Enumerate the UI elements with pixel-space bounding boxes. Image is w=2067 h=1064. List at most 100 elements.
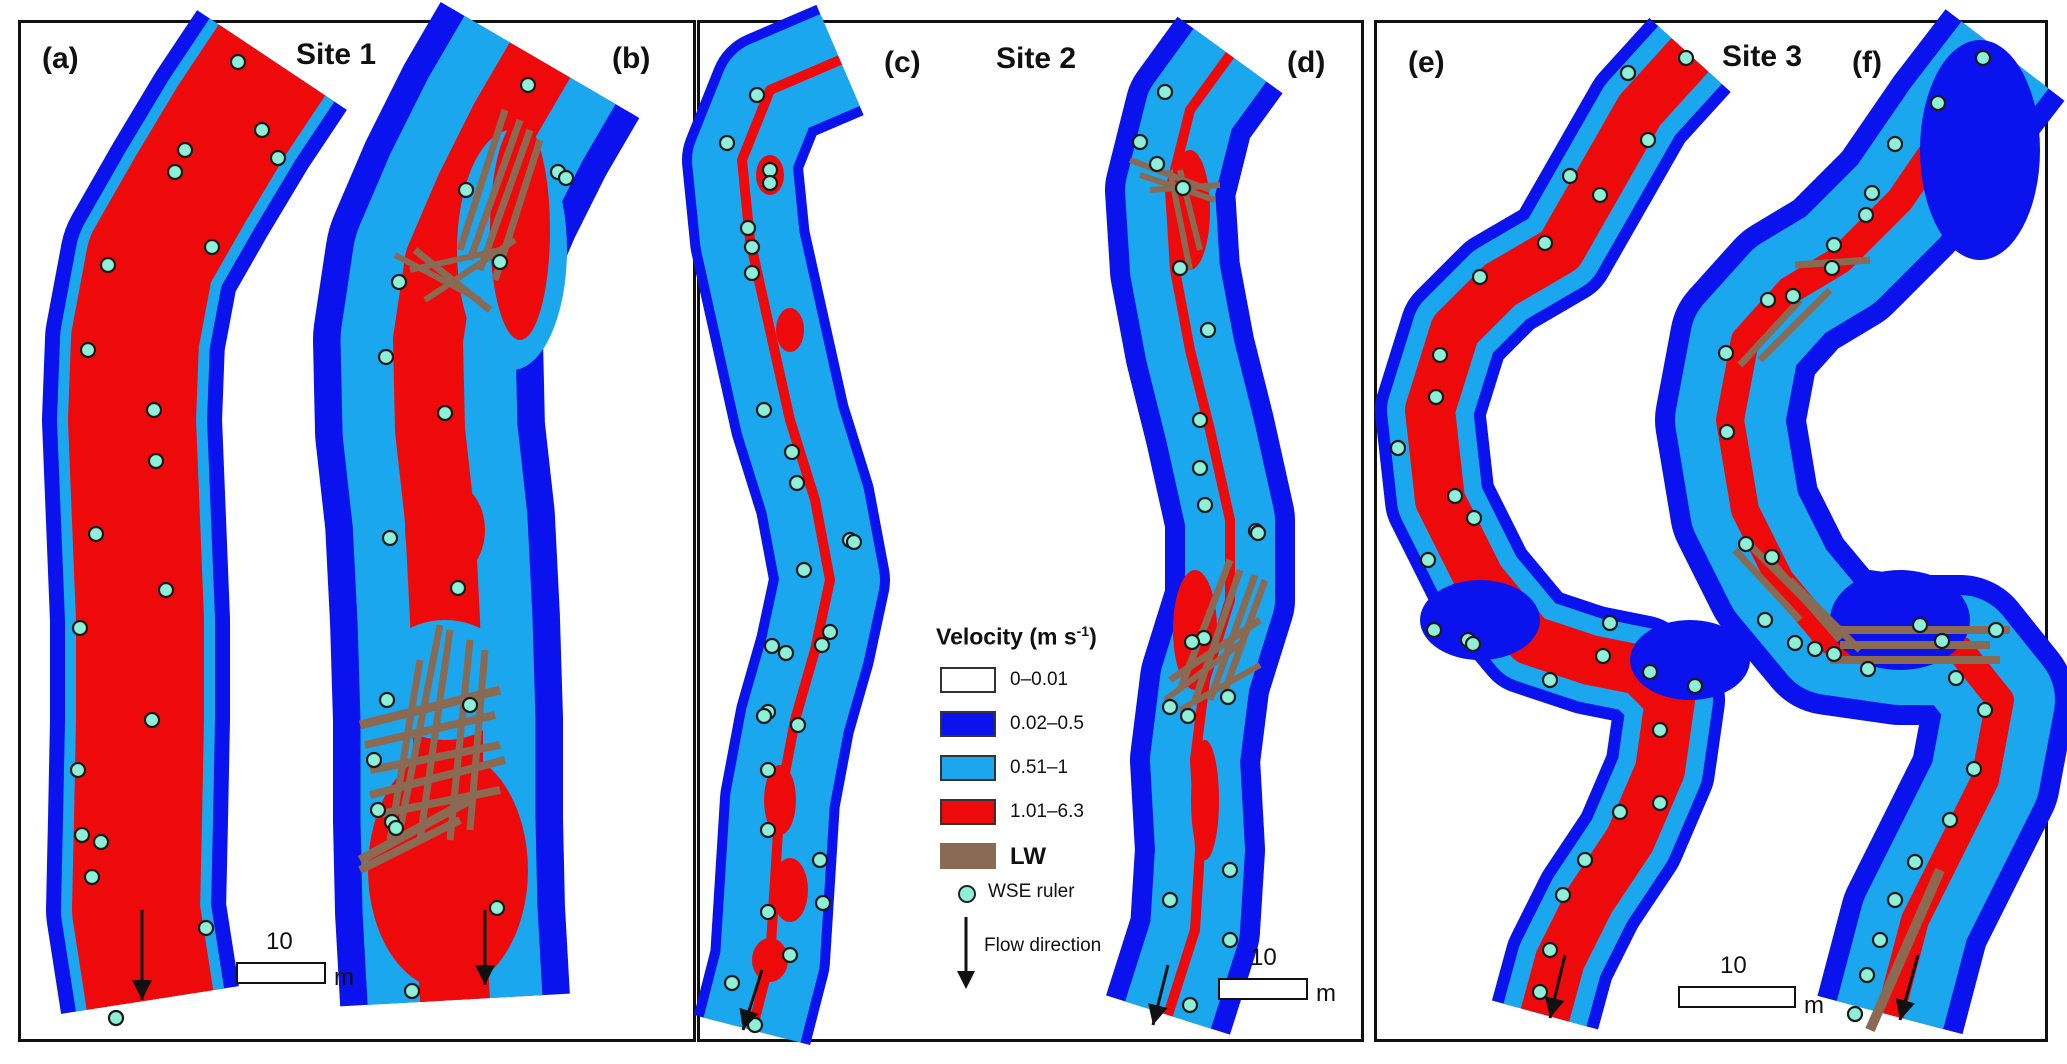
legend-label: 0.02–0.5 <box>1010 712 1084 734</box>
wse-ruler-marker <box>788 474 806 492</box>
wse-ruler-marker <box>1431 346 1449 364</box>
panel-c-velocity-high <box>776 308 804 352</box>
legend: Velocity (m s-1) 0–0.01 0.02–0.5 0.51–1 … <box>936 623 1176 993</box>
wse-ruler-marker <box>1825 645 1843 663</box>
wse-ruler-marker <box>1846 1005 1864 1023</box>
scalebar-unit-2: m <box>1316 980 1336 1007</box>
wse-ruler-marker <box>1911 616 1929 634</box>
wse-ruler-marker <box>1823 259 1841 277</box>
wse-ruler-marker <box>1131 133 1149 151</box>
panel-c-velocity-high <box>737 55 842 1032</box>
panel-f-large-wood <box>1732 547 1803 623</box>
wse-ruler-marker <box>147 452 165 470</box>
wse-ruler-marker <box>1541 941 1559 959</box>
wse-ruler-marker <box>92 833 110 851</box>
wse-ruler-marker <box>145 401 163 419</box>
wse-ruler-marker <box>1576 851 1594 869</box>
legend-swatch <box>940 666 996 693</box>
panel-label-b: (b) <box>612 42 651 75</box>
wse-ruler-marker <box>449 579 467 597</box>
wse-ruler-marker <box>1759 291 1777 309</box>
wse-ruler-marker <box>1191 411 1209 429</box>
wse-ruler-marker <box>1446 487 1464 505</box>
panel-label-f: (f) <box>1852 46 1882 79</box>
panel-e-velocity-low <box>1630 620 1750 700</box>
wse-ruler-marker <box>253 121 271 139</box>
panel-d-velocity-high <box>1191 740 1219 860</box>
wse-ruler-marker <box>83 868 101 886</box>
wse-ruler-marker <box>1419 551 1437 569</box>
wse-ruler-marker <box>1976 701 1994 719</box>
wse-ruler-marker <box>378 691 396 709</box>
wse-ruler-marker <box>1806 640 1824 658</box>
panel-f-large-wood <box>1767 557 1843 643</box>
wse-ruler-marker <box>1171 259 1189 277</box>
flow-direction-arrowhead <box>1895 998 1915 1020</box>
wse-ruler-marker <box>1536 234 1554 252</box>
panel-b-large-wood <box>409 247 501 273</box>
site-title-2: Site 2 <box>996 42 1077 75</box>
panel-label-a: (a) <box>42 42 79 75</box>
wse-ruler-marker <box>1641 663 1659 681</box>
panel-d-large-wood <box>1191 568 1244 702</box>
panel-b-large-wood <box>386 659 424 841</box>
scalebar-value-2: 10 <box>1250 944 1277 971</box>
panel-f-velocity-high <box>1716 46 2017 1019</box>
legend-label: 0.51–1 <box>1010 756 1069 778</box>
scalebar-unit-3: m <box>1804 992 1824 1019</box>
wse-ruler-marker <box>1611 803 1629 821</box>
legend-lw-label: LW <box>1010 842 1046 870</box>
wse-ruler-marker <box>229 53 247 71</box>
wse-ruler-marker <box>1871 931 1889 949</box>
wse-ruler-marker <box>1174 179 1192 197</box>
panel-d-large-wood <box>1168 617 1262 683</box>
panel-e-velocity-low <box>1420 580 1540 660</box>
wse-ruler-marker <box>1601 614 1619 632</box>
wse-ruler-marker <box>746 1016 764 1034</box>
wse-ruler-marker <box>789 716 807 734</box>
panel-c-velocity-high <box>752 938 788 982</box>
wse-ruler-marker <box>369 801 387 819</box>
panel-b-large-wood <box>456 108 509 252</box>
legend-item: 0.02–0.5 <box>936 707 1176 751</box>
wse-ruler-marker <box>1863 184 1881 202</box>
wse-ruler-marker <box>519 76 537 94</box>
panel-label-e: (e) <box>1408 46 1445 79</box>
wse-ruler-marker <box>759 761 777 779</box>
wse-ruler-marker <box>718 134 736 152</box>
legend-item-flow: Flow direction <box>936 913 1176 993</box>
legend-item: 1.01–6.3 <box>936 795 1176 839</box>
wse-ruler-marker <box>781 946 799 964</box>
wse-ruler-marker <box>1541 671 1559 689</box>
legend-label: 1.01–6.3 <box>1010 800 1084 822</box>
wse-ruler-marker <box>79 341 97 359</box>
wse-ruler-marker <box>1594 647 1612 665</box>
scalebar-2 <box>1218 978 1308 1000</box>
wse-ruler-marker <box>755 401 773 419</box>
wse-ruler-marker <box>1148 155 1166 173</box>
scalebar-1 <box>236 962 326 984</box>
wse-ruler-marker <box>814 894 832 912</box>
wse-ruler-marker <box>1886 135 1904 153</box>
flow-direction-arrowhead <box>132 980 152 1000</box>
wse-ruler-marker <box>761 174 779 192</box>
wse-ruler-marker <box>755 707 773 725</box>
wse-ruler-marker <box>1199 321 1217 339</box>
wse-ruler-marker <box>1464 635 1482 653</box>
legend-item-ruler: WSE ruler <box>936 879 1176 913</box>
wse-ruler-marker <box>1465 509 1483 527</box>
site-title-3: Site 3 <box>1722 40 1803 73</box>
wse-ruler-marker <box>1718 423 1736 441</box>
wse-ruler-marker <box>759 903 777 921</box>
panel-b-large-wood <box>476 128 534 272</box>
wse-ruler-marker <box>381 529 399 547</box>
wse-ruler-icon <box>958 884 976 903</box>
wse-ruler-marker <box>1906 853 1924 871</box>
panel-b-large-wood <box>393 252 482 303</box>
wse-ruler-marker <box>377 348 395 366</box>
wse-ruler-marker <box>1886 891 1904 909</box>
wse-ruler-marker <box>269 149 287 167</box>
legend-swatch <box>940 710 996 737</box>
wse-ruler-marker <box>1531 983 1549 1001</box>
